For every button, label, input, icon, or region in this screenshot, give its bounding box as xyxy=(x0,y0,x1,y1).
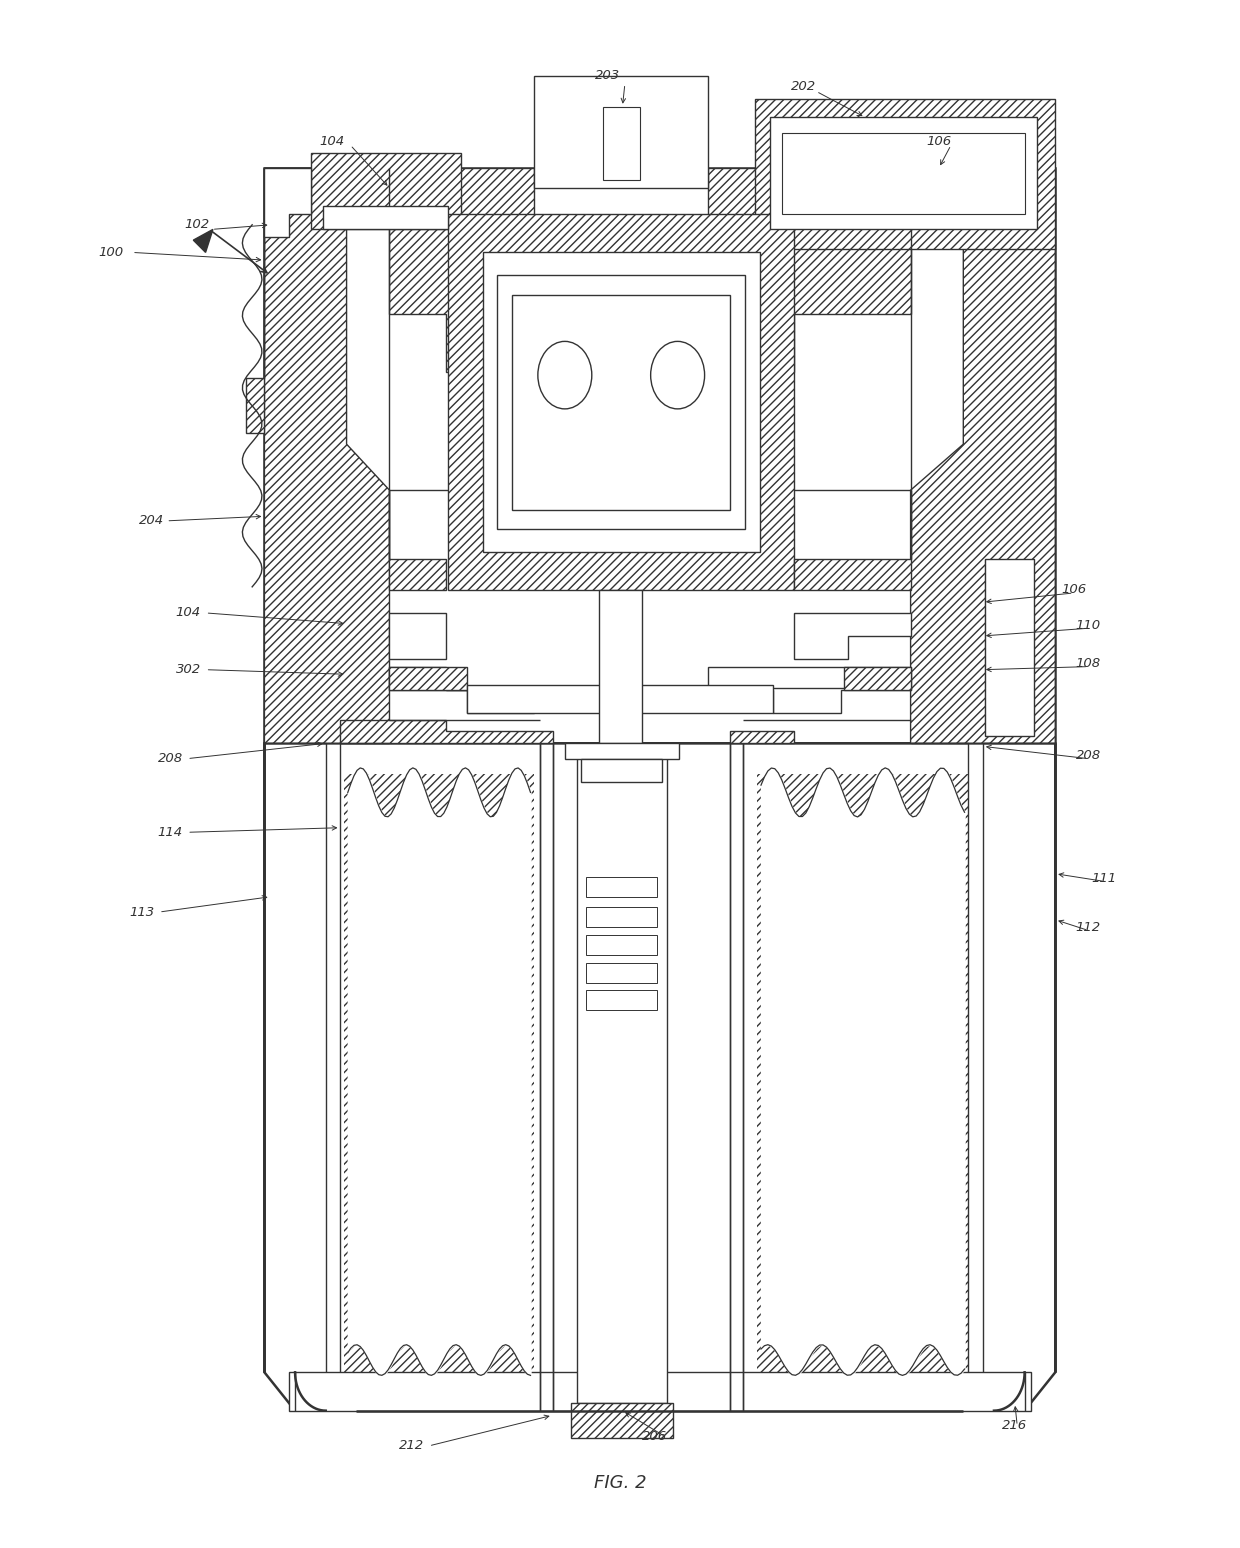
Text: 114: 114 xyxy=(157,825,182,839)
Text: 208: 208 xyxy=(157,752,182,765)
Bar xyxy=(497,276,745,528)
Polygon shape xyxy=(389,491,446,590)
Polygon shape xyxy=(794,613,910,659)
Polygon shape xyxy=(341,720,553,743)
Text: 302: 302 xyxy=(176,663,201,676)
Text: 106: 106 xyxy=(1061,584,1086,596)
Bar xyxy=(986,559,1034,735)
Text: 203: 203 xyxy=(595,70,620,82)
Text: 113: 113 xyxy=(129,906,154,918)
Text: 212: 212 xyxy=(399,1440,424,1452)
Polygon shape xyxy=(565,743,678,759)
Bar xyxy=(482,252,760,551)
Bar xyxy=(466,686,774,712)
Polygon shape xyxy=(708,169,910,467)
Polygon shape xyxy=(246,169,264,433)
Polygon shape xyxy=(193,229,213,252)
Text: 104: 104 xyxy=(320,135,345,149)
Polygon shape xyxy=(755,99,1055,249)
Bar xyxy=(577,743,667,1402)
Text: 100: 100 xyxy=(99,246,124,259)
Bar xyxy=(345,774,534,1379)
Text: 104: 104 xyxy=(176,607,201,619)
Bar xyxy=(324,206,449,229)
Bar xyxy=(585,991,657,1011)
Polygon shape xyxy=(580,759,662,782)
Bar xyxy=(389,667,466,689)
Bar xyxy=(585,907,657,927)
Bar xyxy=(289,1373,1030,1410)
Text: 216: 216 xyxy=(1002,1420,1028,1432)
Polygon shape xyxy=(389,169,534,467)
Circle shape xyxy=(538,342,591,409)
Bar xyxy=(570,1402,673,1438)
Bar xyxy=(512,296,730,511)
Bar xyxy=(599,590,642,743)
Text: FIG. 2: FIG. 2 xyxy=(594,1474,646,1492)
Bar xyxy=(844,667,910,689)
Text: 110: 110 xyxy=(1076,619,1101,632)
Polygon shape xyxy=(708,667,910,712)
Polygon shape xyxy=(264,169,389,743)
Bar xyxy=(585,935,657,955)
Bar xyxy=(758,774,968,1379)
Polygon shape xyxy=(910,169,1055,743)
Circle shape xyxy=(651,342,704,409)
Bar xyxy=(770,118,1037,229)
Text: 206: 206 xyxy=(642,1430,667,1443)
Polygon shape xyxy=(264,169,1055,743)
Text: 106: 106 xyxy=(926,135,951,149)
Polygon shape xyxy=(264,743,1055,1410)
Polygon shape xyxy=(794,491,910,590)
Bar xyxy=(585,963,657,983)
Bar xyxy=(782,133,1024,214)
Text: 112: 112 xyxy=(1076,921,1101,933)
Text: 108: 108 xyxy=(1076,656,1101,670)
Text: 102: 102 xyxy=(185,218,210,231)
Bar xyxy=(264,169,1055,1410)
Text: 111: 111 xyxy=(1091,872,1117,885)
Bar xyxy=(534,76,708,187)
Text: 204: 204 xyxy=(139,514,164,528)
Polygon shape xyxy=(730,731,794,743)
Text: 208: 208 xyxy=(1076,749,1101,762)
Polygon shape xyxy=(389,613,446,659)
Bar xyxy=(585,876,657,896)
Bar xyxy=(603,107,640,180)
Polygon shape xyxy=(449,214,794,590)
Text: 202: 202 xyxy=(791,80,816,93)
Polygon shape xyxy=(264,169,311,237)
Polygon shape xyxy=(311,153,460,229)
Polygon shape xyxy=(389,667,534,712)
